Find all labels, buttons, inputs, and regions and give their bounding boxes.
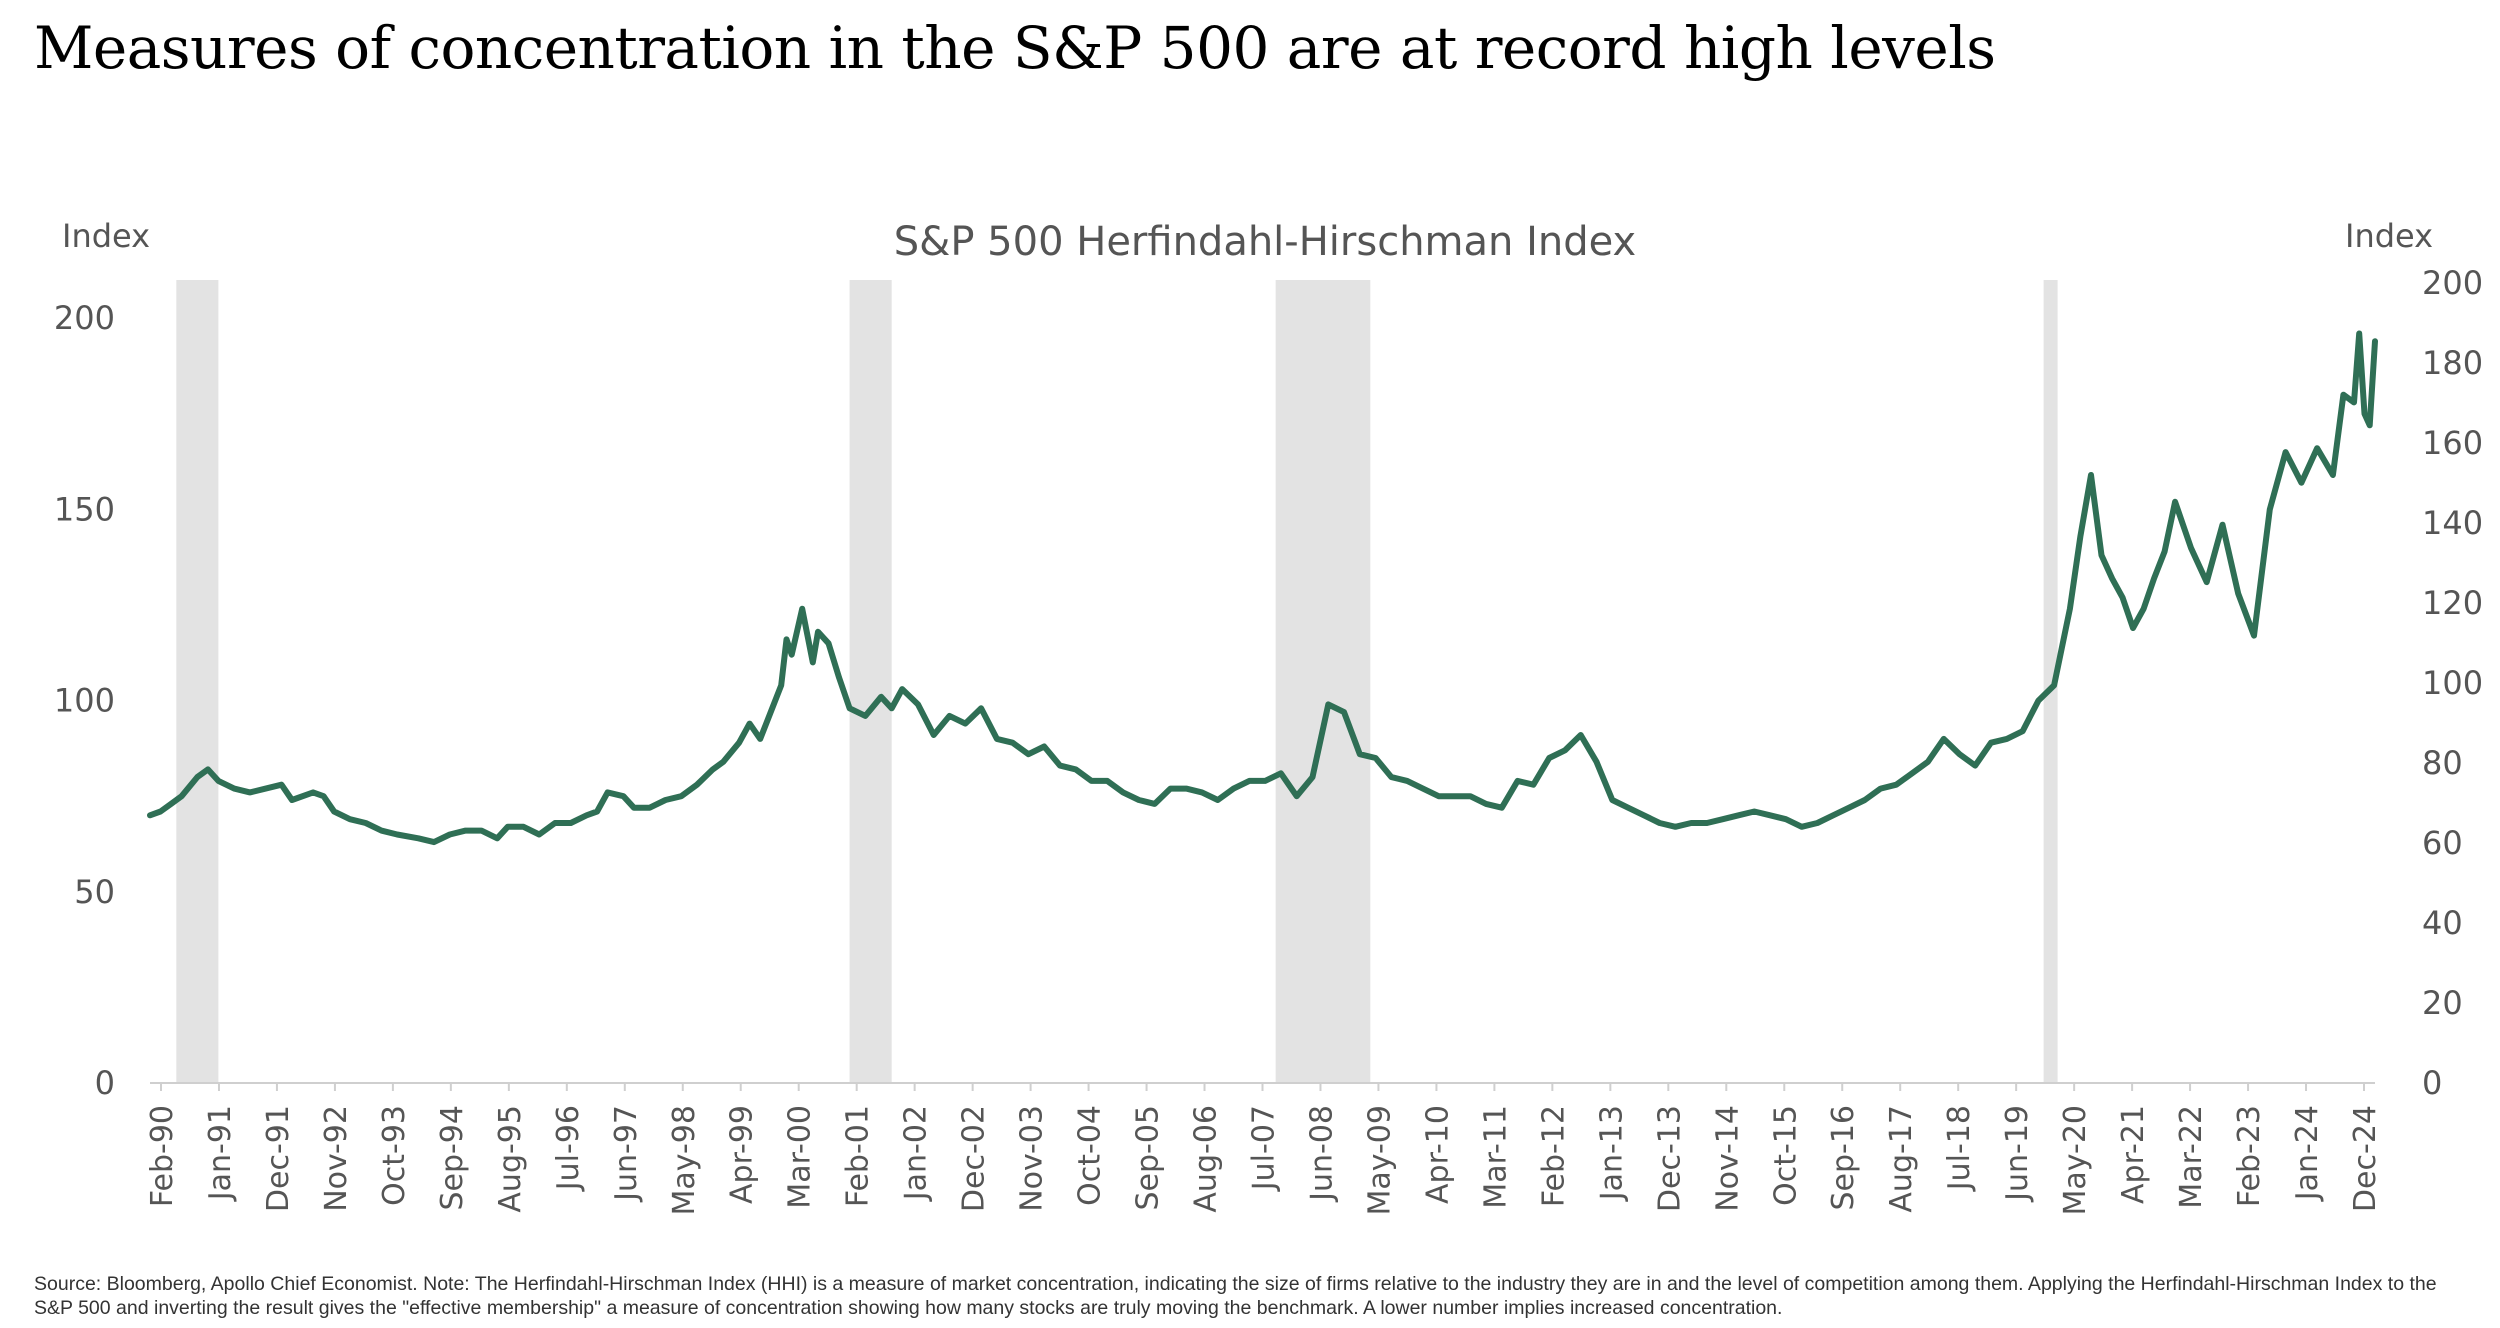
x-tick-label: Dec-13 bbox=[1652, 1105, 1687, 1212]
x-tick-label: Oct-93 bbox=[377, 1105, 412, 1206]
x-tick-label: Feb-12 bbox=[1536, 1105, 1571, 1207]
x-tick-label: Jul-07 bbox=[1247, 1105, 1282, 1192]
x-tick-label: Jun-08 bbox=[1304, 1105, 1339, 1203]
x-tick-label: Sep-94 bbox=[435, 1105, 470, 1211]
x-tick-label: Oct-04 bbox=[1073, 1105, 1108, 1206]
x-tick-label: Sep-16 bbox=[1826, 1105, 1861, 1211]
recession-band-1 bbox=[176, 280, 219, 1083]
right-y-tick-label: 40 bbox=[2422, 904, 2463, 942]
right-y-tick-label: 60 bbox=[2422, 824, 2463, 862]
x-tick-label: Feb-90 bbox=[145, 1105, 180, 1207]
right-y-axis: 0 20 40 60 80 100 120 140 160 180 200 bbox=[2422, 264, 2483, 1102]
left-y-tick-label: 50 bbox=[74, 873, 115, 911]
right-y-tick-label: 100 bbox=[2422, 664, 2483, 702]
x-tick-label: Jun-97 bbox=[609, 1105, 644, 1203]
x-tick-label: Jan-13 bbox=[1594, 1105, 1629, 1202]
right-y-tick-label: 80 bbox=[2422, 744, 2463, 782]
x-tick-label: Aug-06 bbox=[1189, 1105, 1224, 1213]
x-tick-label: May-20 bbox=[2058, 1105, 2093, 1216]
right-y-tick-label: 140 bbox=[2422, 504, 2483, 542]
right-y-tick-label: 120 bbox=[2422, 584, 2483, 622]
right-axis-label: Index bbox=[2345, 217, 2433, 255]
x-tick-label: Feb-23 bbox=[2232, 1105, 2267, 1207]
left-y-tick-label: 0 bbox=[95, 1064, 115, 1102]
x-tick-label: Apr-99 bbox=[725, 1105, 760, 1204]
right-y-tick-label: 20 bbox=[2422, 984, 2463, 1022]
x-tick-label: May-98 bbox=[667, 1105, 702, 1216]
x-tick-label: Feb-01 bbox=[841, 1105, 876, 1207]
x-tick-label: Sep-05 bbox=[1131, 1105, 1166, 1211]
x-tick-label: Dec-24 bbox=[2348, 1105, 2383, 1212]
x-tick-label: Aug-95 bbox=[493, 1105, 528, 1213]
left-y-tick-label: 150 bbox=[54, 490, 115, 528]
right-y-tick-label: 180 bbox=[2422, 344, 2483, 382]
x-tick-label: Jun-19 bbox=[2000, 1105, 2035, 1203]
x-tick-label: Jul-18 bbox=[1942, 1105, 1977, 1192]
left-y-tick-label: 100 bbox=[54, 682, 115, 720]
right-y-tick-label: 160 bbox=[2422, 424, 2483, 462]
left-y-tick-label: 200 bbox=[54, 299, 115, 337]
x-tick-label: Jan-91 bbox=[203, 1105, 238, 1202]
hhi-line-chart: Feb-90 Jan-91 Dec-91 Nov-92 Oct-93 Sep-94 Aug-… bbox=[54, 217, 2483, 1216]
recession-band-4 bbox=[2043, 280, 2058, 1083]
x-tick-label: Mar-00 bbox=[783, 1105, 818, 1209]
x-tick-label: Jul-96 bbox=[551, 1105, 586, 1192]
x-tick-label: Apr-21 bbox=[2116, 1105, 2151, 1204]
x-tick-label: Dec-02 bbox=[957, 1105, 992, 1212]
hhi-series-line bbox=[147, 330, 2378, 846]
right-y-tick-label: 200 bbox=[2422, 264, 2483, 302]
x-axis-ticks: Feb-90 Jan-91 Dec-91 Nov-92 Oct-93 Sep-94 Aug-… bbox=[145, 1083, 2383, 1216]
x-tick-label: Dec-91 bbox=[261, 1105, 296, 1212]
x-tick-label: Mar-22 bbox=[2174, 1105, 2209, 1209]
source-note: Source: Bloomberg, Apollo Chief Economis… bbox=[34, 1273, 2437, 1319]
x-tick-label: Oct-15 bbox=[1768, 1105, 1803, 1206]
recession-band-3 bbox=[1275, 280, 1371, 1083]
right-y-tick-label: 0 bbox=[2422, 1064, 2442, 1102]
x-tick-label: Jan-24 bbox=[2290, 1105, 2325, 1202]
x-tick-label: Apr-10 bbox=[1420, 1105, 1455, 1204]
recession-band-2 bbox=[849, 280, 892, 1083]
x-tick-label: Nov-03 bbox=[1015, 1105, 1050, 1212]
x-tick-label: Nov-14 bbox=[1710, 1105, 1745, 1212]
left-y-axis: 0 50 100 150 200 bbox=[54, 299, 115, 1102]
x-tick-label: Aug-17 bbox=[1884, 1105, 1919, 1213]
left-axis-label: Index bbox=[62, 217, 150, 255]
x-tick-label: Jan-02 bbox=[899, 1105, 934, 1202]
page-headline: Measures of concentration in the S&P 500… bbox=[34, 14, 1996, 82]
x-tick-label: Mar-11 bbox=[1478, 1105, 1513, 1209]
recession-shading bbox=[176, 280, 2058, 1083]
chart-title: S&P 500 Herfindahl-Hirschman Index bbox=[894, 219, 1636, 265]
x-tick-label: Nov-92 bbox=[319, 1105, 354, 1212]
x-tick-label: May-09 bbox=[1362, 1105, 1397, 1216]
